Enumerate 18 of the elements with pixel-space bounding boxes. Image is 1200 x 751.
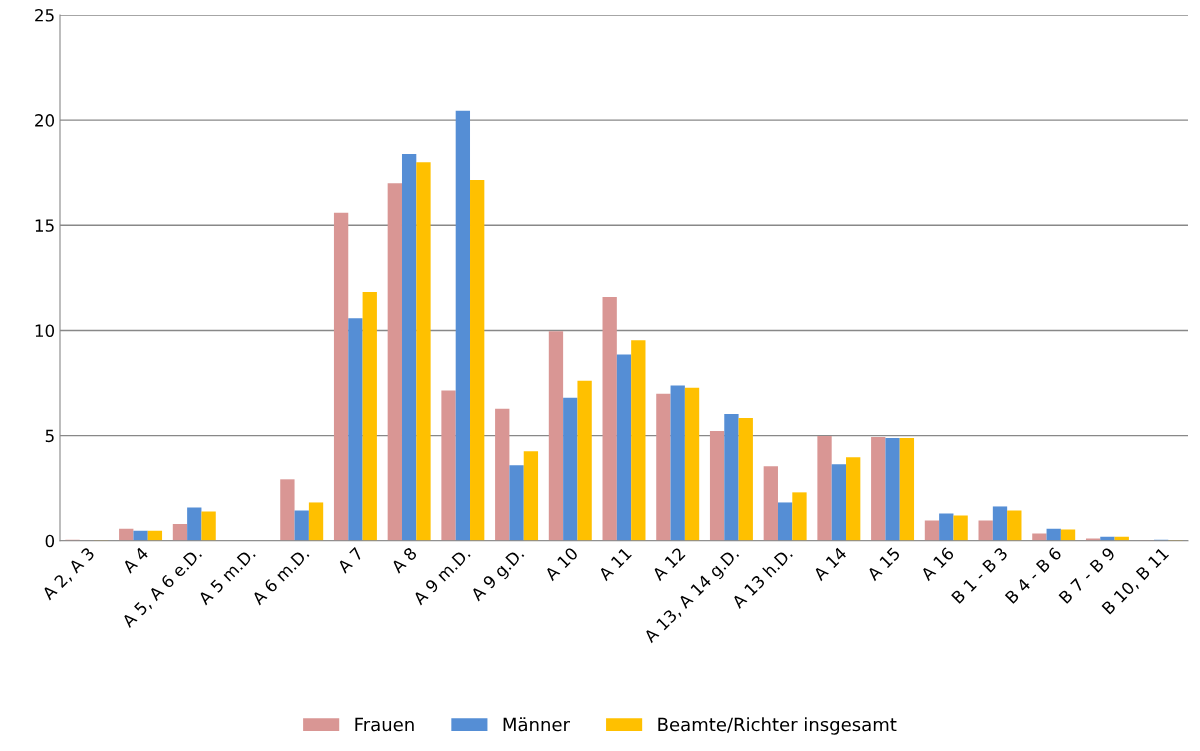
x-tick-label: A 11: [597, 547, 632, 582]
legend-label: Beamte/Richter insgesamt: [658, 717, 897, 735]
x-tick-label: A 4: [121, 546, 149, 574]
y-tick-label: 25: [35, 8, 54, 22]
x-tick-label: A 10: [543, 546, 579, 582]
legend-label: Frauen: [355, 717, 414, 732]
x-tick-label: A 14: [812, 546, 848, 582]
y-tick-label: 0: [45, 534, 55, 548]
x-tick-label: A 7: [336, 546, 364, 574]
y-tick-label: 10: [35, 324, 55, 338]
legend-label: Männer: [503, 717, 570, 732]
y-tick-label: 20: [35, 114, 55, 127]
x-tick-label: A 15: [866, 546, 901, 582]
y-tick-label: 5: [45, 429, 54, 443]
x-tick-label: A 12: [651, 546, 686, 582]
x-tick-label: A 8: [390, 546, 418, 574]
x-tick-label: A 16: [919, 546, 955, 582]
y-tick-label: 15: [35, 219, 54, 232]
